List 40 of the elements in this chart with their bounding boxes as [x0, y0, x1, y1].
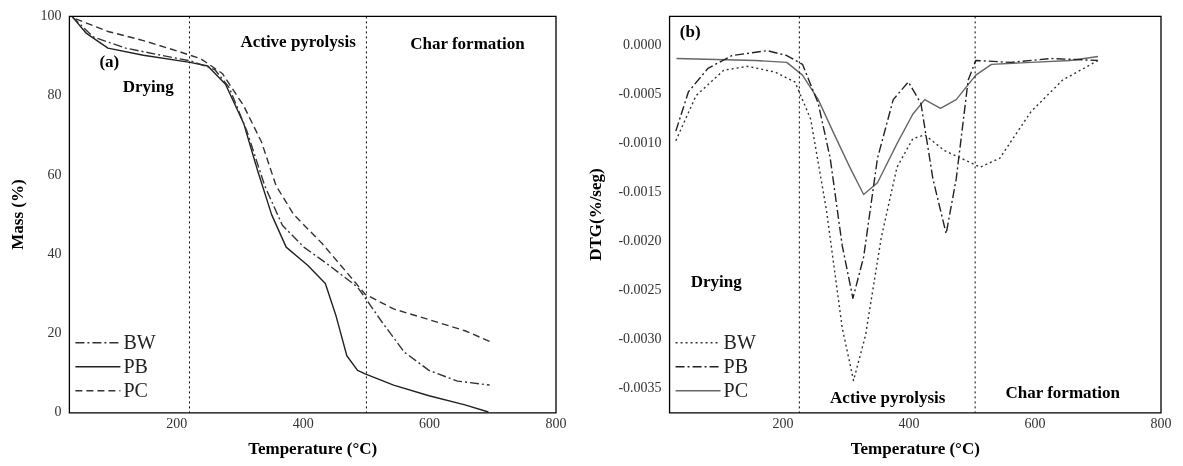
- x-tick-label: 800: [545, 415, 567, 431]
- annotation: (b): [679, 22, 701, 42]
- x-axis-title: Temperature (°C): [850, 439, 980, 459]
- annotation: Drying: [690, 272, 743, 292]
- y-tick-label: -0.0015: [618, 184, 662, 200]
- legend-label: PB: [123, 355, 148, 378]
- y-tick-label: -0.0025: [618, 282, 662, 298]
- x-tick-label: 200: [772, 415, 794, 431]
- y-tick-label: -0.0010: [618, 135, 662, 151]
- annotation: Char formation: [410, 33, 526, 53]
- annotation: Active pyrolysis: [830, 388, 946, 408]
- y-tick-label: 20: [47, 325, 62, 341]
- x-tick-label: 400: [898, 415, 920, 431]
- y-tick-label: 80: [47, 87, 62, 103]
- x-tick-label: 600: [419, 415, 441, 431]
- y-tick-label: -0.0030: [618, 331, 662, 347]
- y-tick-label: -0.0035: [618, 380, 662, 395]
- legend-label: PB: [723, 355, 749, 378]
- annotation: Char formation: [1005, 382, 1121, 402]
- annotation: (a): [99, 51, 120, 71]
- x-tick-label: 800: [1150, 415, 1172, 431]
- y-tick-label: 100: [40, 8, 62, 24]
- legend-label: PC: [723, 379, 749, 402]
- legend-label: BW: [123, 331, 156, 354]
- y-tick-label: -0.0020: [618, 233, 662, 249]
- y-tick-label: 0.0000: [623, 37, 662, 53]
- y-axis-title: DTG(%/seg): [585, 168, 605, 261]
- legend-label: BW: [723, 331, 756, 354]
- y-tick-label: -0.0005: [618, 86, 662, 102]
- x-tick-label: 200: [166, 415, 188, 431]
- annotation: Active pyrolysis: [240, 31, 357, 51]
- y-tick-label: 40: [47, 245, 62, 261]
- annotation: Drying: [122, 77, 175, 97]
- x-tick-label: 600: [1024, 415, 1046, 431]
- x-axis-title: Temperature (°C): [248, 439, 378, 459]
- legend-label: PC: [123, 379, 148, 402]
- y-tick-label: 0: [54, 404, 62, 420]
- x-tick-label: 400: [292, 415, 314, 431]
- y-tick-label: 60: [47, 166, 62, 182]
- y-axis-title: Mass (%): [7, 179, 27, 250]
